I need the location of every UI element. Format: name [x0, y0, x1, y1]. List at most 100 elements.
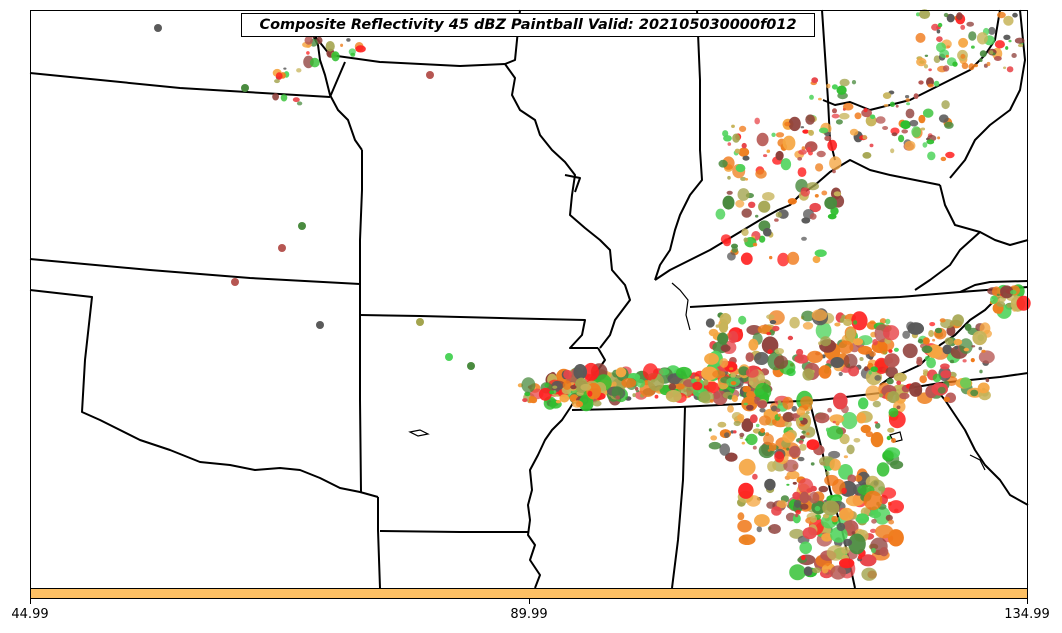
reflectivity-blob [822, 513, 830, 519]
reflectivity-blob [825, 471, 830, 476]
reflectivity-blob [927, 83, 934, 88]
reflectivity-blob [734, 148, 741, 154]
reflectivity-blob [538, 387, 552, 401]
reflectivity-blob [789, 564, 806, 581]
reflectivity-blob [826, 83, 831, 89]
reflectivity-blob [896, 405, 901, 410]
reflectivity-blob [831, 113, 840, 119]
reflectivity-blob [839, 507, 854, 521]
reflectivity-blob [977, 382, 990, 394]
reflectivity-blob [810, 462, 815, 466]
reflectivity-blob [818, 485, 829, 493]
reflectivity-blob [891, 438, 896, 443]
reflectivity-blob [885, 318, 891, 325]
reflectivity-blob [775, 211, 782, 218]
reflectivity-blob [806, 439, 820, 450]
reflectivity-blob [970, 358, 975, 363]
reflectivity-blob [802, 129, 809, 134]
reflectivity-blob [715, 324, 720, 328]
reflectivity-blob [675, 366, 692, 379]
reflectivity-blob [952, 61, 958, 67]
reflectivity-blob [814, 412, 830, 424]
colorbar-tick-1 [529, 599, 530, 604]
reflectivity-blob [562, 380, 572, 391]
reflectivity-blob [782, 411, 795, 423]
reflectivity-blob [945, 151, 955, 159]
reflectivity-blob [340, 43, 344, 47]
reflectivity-blob [826, 545, 846, 561]
reflectivity-blob [928, 330, 934, 337]
reflectivity-blob [827, 139, 838, 151]
reflectivity-blob [862, 152, 872, 159]
reflectivity-blob [544, 383, 550, 388]
reflectivity-blob [934, 327, 943, 334]
reflectivity-blob [989, 50, 994, 55]
reflectivity-blob [738, 329, 743, 333]
reflectivity-blob [665, 390, 682, 403]
reflectivity-blob [522, 398, 528, 403]
reflectivity-blob [970, 389, 979, 397]
reflectivity-blob [896, 380, 902, 386]
reflectivity-blob [735, 375, 742, 379]
reflectivity-blob [806, 182, 819, 191]
reflectivity-blob [831, 84, 838, 90]
minor-lakes [408, 282, 986, 471]
reflectivity-blob [732, 133, 740, 143]
reflectivity-blob [808, 129, 814, 136]
reflectivity-blob [578, 395, 594, 412]
reflectivity-blob [316, 36, 323, 45]
reflectivity-blob [762, 192, 775, 201]
reflectivity-blob [719, 443, 730, 456]
reflectivity-blob [658, 368, 670, 376]
reflectivity-blob [893, 347, 899, 352]
reflectivity-blob [780, 158, 792, 171]
reflectivity-blob [869, 143, 874, 148]
reflectivity-blob [966, 21, 974, 27]
reflectivity-blob [891, 132, 898, 137]
colorbar-tick-label-1: 89.99 [510, 607, 548, 622]
reflectivity-blob [763, 154, 768, 158]
reflectivity-blob [292, 97, 300, 103]
reflectivity-blob [820, 336, 832, 347]
reflectivity-blob [952, 314, 964, 327]
reflectivity-blob [911, 126, 922, 138]
reflectivity-blob [968, 31, 977, 41]
reflectivity-blob [767, 461, 777, 472]
reflectivity-blob [827, 407, 832, 413]
reflectivity-blob [981, 349, 986, 353]
reflectivity-blob [703, 381, 720, 394]
reflectivity-blob [868, 510, 882, 519]
map-title: Composite Reflectivity 45 dBZ Paintball … [241, 13, 815, 37]
reflectivity-blob [788, 445, 801, 458]
reflectivity-blob [928, 68, 932, 72]
reflectivity-blob [856, 412, 867, 424]
reflectivity-blob [861, 567, 877, 581]
reflectivity-blob [895, 104, 899, 108]
reflectivity-blob [801, 310, 815, 322]
reflectivity-blob [879, 393, 883, 398]
reflectivity-blob [994, 40, 1006, 49]
reflectivity-blob [979, 58, 983, 62]
reflectivity-blob [879, 547, 889, 557]
colorbar-tick-label-2: 134.99 [1004, 607, 1050, 622]
reflectivity-blob [772, 325, 780, 332]
reflectivity-blob [845, 495, 864, 507]
reflectivity-blob [799, 417, 804, 421]
reflectivity-paintball-layer [154, 9, 1031, 581]
reflectivity-blob [936, 36, 943, 42]
reflectivity-blob [755, 214, 759, 218]
reflectivity-blob [724, 432, 730, 438]
reflectivity-blob [730, 430, 735, 434]
reflectivity-blob [754, 514, 770, 527]
reflectivity-blob [854, 112, 862, 120]
reflectivity-blob [802, 527, 817, 540]
reflectivity-blob [524, 391, 531, 397]
reflectivity-blob [916, 356, 923, 362]
reflectivity-blob [949, 359, 955, 364]
reflectivity-blob [809, 94, 814, 100]
reflectivity-blob [843, 538, 853, 547]
reflectivity-blob [710, 435, 718, 441]
reflectivity-blob [941, 100, 950, 110]
reflectivity-blob [979, 50, 987, 58]
reflectivity-blob [939, 318, 946, 323]
